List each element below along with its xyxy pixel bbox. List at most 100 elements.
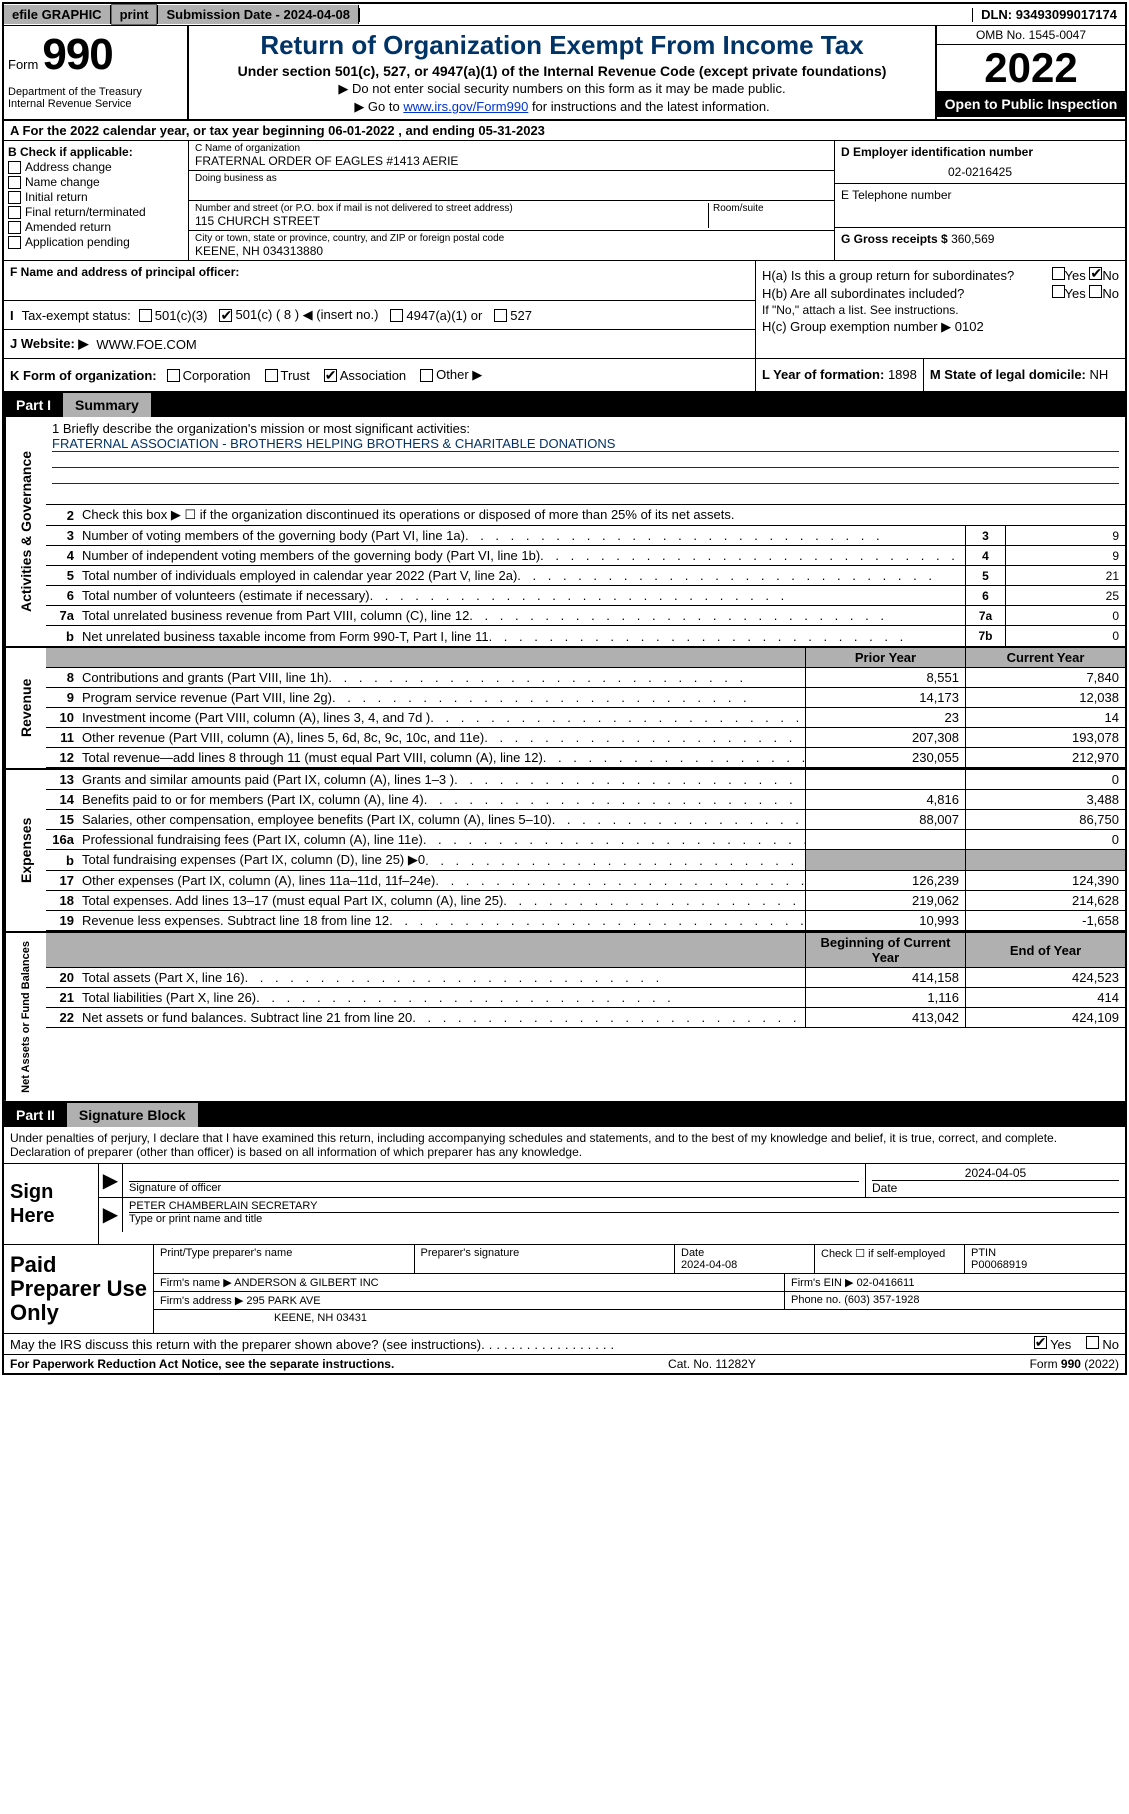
- fin-row: 14Benefits paid to or for members (Part …: [46, 790, 1125, 810]
- row-j-website: J Website: ▶ WWW.FOE.COM: [4, 330, 755, 358]
- h-a: H(a) Is this a group return for subordin…: [762, 267, 1119, 283]
- fin-row: bTotal fundraising expenses (Part IX, co…: [46, 850, 1125, 871]
- fin-row: 9Program service revenue (Part VIII, lin…: [46, 688, 1125, 708]
- ein-block: D Employer identification number 02-0216…: [835, 141, 1125, 184]
- sig-date-cell: 2024-04-05 Date: [865, 1164, 1125, 1197]
- checkbox[interactable]: [8, 236, 21, 249]
- part-i-header: Part I Summary: [4, 393, 1125, 417]
- row-f-officer: F Name and address of principal officer:: [4, 261, 755, 301]
- submission-date-label: Submission Date - 2024-04-08: [157, 5, 359, 24]
- checkbox[interactable]: [8, 221, 21, 234]
- fin-row: 19Revenue less expenses. Subtract line 1…: [46, 911, 1125, 931]
- org-name-block: C Name of organization FRATERNAL ORDER O…: [189, 141, 834, 171]
- checkbox-hb-yes[interactable]: [1052, 285, 1065, 298]
- checkbox[interactable]: [139, 309, 152, 322]
- footer-form-ref: Form 990 (2022): [1030, 1357, 1119, 1371]
- paid-preparer-label: Paid Preparer Use Only: [4, 1245, 154, 1334]
- print-button[interactable]: print: [111, 4, 158, 25]
- net-header-row: Beginning of Current Year End of Year: [46, 933, 1125, 968]
- dba-block: Doing business as: [189, 171, 834, 201]
- paid-row-1: Print/Type preparer's name Preparer's si…: [154, 1245, 1125, 1274]
- governance-section: Activities & Governance 1 Briefly descri…: [4, 417, 1125, 648]
- fin-row: 18Total expenses. Add lines 13–17 (must …: [46, 891, 1125, 911]
- section-h: H(a) Is this a group return for subordin…: [755, 261, 1125, 358]
- paid-row-2: Firm's name ▶ ANDERSON & GILBERT INC Fir…: [154, 1274, 1125, 1292]
- checkbox[interactable]: [8, 206, 21, 219]
- checkbox[interactable]: [265, 369, 278, 382]
- sig-officer-row: ▶ Signature of officer 2024-04-05 Date: [99, 1164, 1125, 1198]
- ssn-warning: ▶ Do not enter social security numbers o…: [197, 81, 927, 97]
- checkbox[interactable]: [390, 309, 403, 322]
- fin-row: 12Total revenue—add lines 8 through 11 (…: [46, 748, 1125, 768]
- fin-row: 13Grants and similar amounts paid (Part …: [46, 770, 1125, 790]
- checkbox[interactable]: [8, 161, 21, 174]
- col-b-checkboxes: B Check if applicable: Address changeNam…: [4, 141, 189, 260]
- omb-number: OMB No. 1545-0047: [937, 26, 1125, 45]
- phone-block: E Telephone number: [835, 184, 1125, 228]
- signature-declaration: Under penalties of perjury, I declare th…: [4, 1127, 1125, 1164]
- sig-officer-field: Signature of officer: [123, 1164, 865, 1197]
- l-year-formation: L Year of formation: 1898: [756, 359, 924, 391]
- fin-row: 10Investment income (Part VIII, column (…: [46, 708, 1125, 728]
- row-a-tax-year: A For the 2022 calendar year, or tax yea…: [4, 121, 1125, 141]
- paid-row-4: KEENE, NH 03431: [154, 1310, 1125, 1326]
- h-c: H(c) Group exemption number ▶ 0102: [762, 319, 1119, 335]
- irs-link[interactable]: www.irs.gov/Form990: [403, 99, 528, 114]
- governance-row: 4Number of independent voting members of…: [46, 546, 1125, 566]
- col-b-item: Name change: [8, 175, 184, 189]
- goto-line: ▶ Go to www.irs.gov/Form990 for instruct…: [197, 99, 927, 115]
- fin-row: 15Salaries, other compensation, employee…: [46, 810, 1125, 830]
- expenses-section: Expenses 13Grants and similar amounts pa…: [4, 770, 1125, 933]
- checkbox[interactable]: [219, 309, 232, 322]
- footer: For Paperwork Reduction Act Notice, see …: [4, 1355, 1125, 1373]
- checkbox[interactable]: [324, 369, 337, 382]
- revenue-section: Revenue Prior Year Current Year 8Contrib…: [4, 648, 1125, 770]
- fin-row: 20Total assets (Part X, line 16) . . . .…: [46, 968, 1125, 988]
- fin-row: 8Contributions and grants (Part VIII, li…: [46, 668, 1125, 688]
- fin-row: 11Other revenue (Part VIII, column (A), …: [46, 728, 1125, 748]
- checkbox-disclose-yes[interactable]: [1034, 1336, 1047, 1349]
- mission-block: 1 Briefly describe the organization's mi…: [46, 417, 1125, 505]
- netassets-section: Net Assets or Fund Balances Beginning of…: [4, 933, 1125, 1103]
- sign-here-block: Sign Here ▶ Signature of officer 2024-04…: [4, 1164, 1125, 1245]
- fin-row: 21Total liabilities (Part X, line 26) . …: [46, 988, 1125, 1008]
- form-990-page: efile GRAPHIC print Submission Date - 20…: [2, 2, 1127, 1375]
- row-f-h: F Name and address of principal officer:…: [4, 261, 1125, 359]
- side-label-governance: Activities & Governance: [4, 417, 46, 646]
- checkbox-ha-no[interactable]: [1089, 267, 1102, 280]
- row-k-form-org: K Form of organization: CorporationTrust…: [4, 359, 755, 391]
- checkbox-ha-yes[interactable]: [1052, 267, 1065, 280]
- col-b-item: Address change: [8, 160, 184, 174]
- col-b-header: B Check if applicable:: [8, 145, 184, 159]
- sig-name-field: PETER CHAMBERLAIN SECRETARY Type or prin…: [123, 1198, 1125, 1232]
- checkbox[interactable]: [167, 369, 180, 382]
- subtitle: Under section 501(c), 527, or 4947(a)(1)…: [197, 63, 927, 79]
- checkbox-disclose-no[interactable]: [1086, 1336, 1099, 1349]
- lm-box: L Year of formation: 1898 M State of leg…: [755, 359, 1125, 391]
- governance-row: 5Total number of individuals employed in…: [46, 566, 1125, 586]
- section-bcd: B Check if applicable: Address changeNam…: [4, 141, 1125, 261]
- title-cell: Return of Organization Exempt From Incom…: [189, 26, 935, 119]
- col-d: D Employer identification number 02-0216…: [835, 141, 1125, 260]
- row-i-tax-status: ITax-exempt status: 501(c)(3)501(c) ( 8 …: [4, 301, 755, 330]
- form-id-cell: Form 990 Department of the Treasury Inte…: [4, 26, 189, 119]
- side-label-expenses: Expenses: [4, 770, 46, 931]
- checkbox-hb-no[interactable]: [1089, 285, 1102, 298]
- form-number: 990: [42, 30, 112, 80]
- governance-row: 2Check this box ▶ ☐ if the organization …: [46, 505, 1125, 526]
- sig-arrow-icon: ▶: [99, 1198, 123, 1232]
- m-state-domicile: M State of legal domicile: NH: [924, 359, 1114, 391]
- fin-header-row: Prior Year Current Year: [46, 648, 1125, 668]
- checkbox[interactable]: [494, 309, 507, 322]
- checkbox[interactable]: [420, 369, 433, 382]
- checkbox[interactable]: [8, 176, 21, 189]
- sig-arrow-icon: ▶: [99, 1164, 123, 1197]
- dept-treasury: Department of the Treasury Internal Reve…: [8, 86, 183, 110]
- checkbox[interactable]: [8, 191, 21, 204]
- topbar-spacer: [359, 8, 973, 22]
- form-word: Form: [8, 57, 38, 72]
- side-label-netassets: Net Assets or Fund Balances: [4, 933, 46, 1101]
- h-b-note: If "No," attach a list. See instructions…: [762, 303, 1119, 317]
- main-title: Return of Organization Exempt From Incom…: [197, 30, 927, 61]
- row-klm: K Form of organization: CorporationTrust…: [4, 359, 1125, 393]
